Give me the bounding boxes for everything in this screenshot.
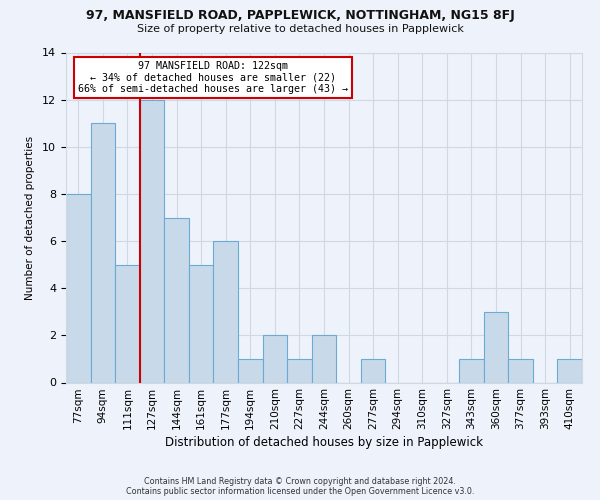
X-axis label: Distribution of detached houses by size in Papplewick: Distribution of detached houses by size …	[165, 436, 483, 450]
Bar	[459, 359, 484, 382]
Bar	[115, 264, 140, 382]
Bar	[508, 359, 533, 382]
Bar	[91, 123, 115, 382]
Bar	[312, 336, 336, 382]
Bar	[484, 312, 508, 382]
Bar	[238, 359, 263, 382]
Y-axis label: Number of detached properties: Number of detached properties	[25, 136, 35, 300]
Bar	[66, 194, 91, 382]
Bar	[140, 100, 164, 383]
Bar	[189, 264, 214, 382]
Bar	[287, 359, 312, 382]
Bar	[263, 336, 287, 382]
Bar	[164, 218, 189, 382]
Text: 97 MANSFIELD ROAD: 122sqm
← 34% of detached houses are smaller (22)
66% of semi-: 97 MANSFIELD ROAD: 122sqm ← 34% of detac…	[78, 60, 348, 94]
Bar	[557, 359, 582, 382]
Bar	[214, 241, 238, 382]
Bar	[361, 359, 385, 382]
Text: Contains HM Land Registry data © Crown copyright and database right 2024.
Contai: Contains HM Land Registry data © Crown c…	[126, 476, 474, 496]
Text: 97, MANSFIELD ROAD, PAPPLEWICK, NOTTINGHAM, NG15 8FJ: 97, MANSFIELD ROAD, PAPPLEWICK, NOTTINGH…	[86, 9, 514, 22]
Text: Size of property relative to detached houses in Papplewick: Size of property relative to detached ho…	[137, 24, 463, 34]
